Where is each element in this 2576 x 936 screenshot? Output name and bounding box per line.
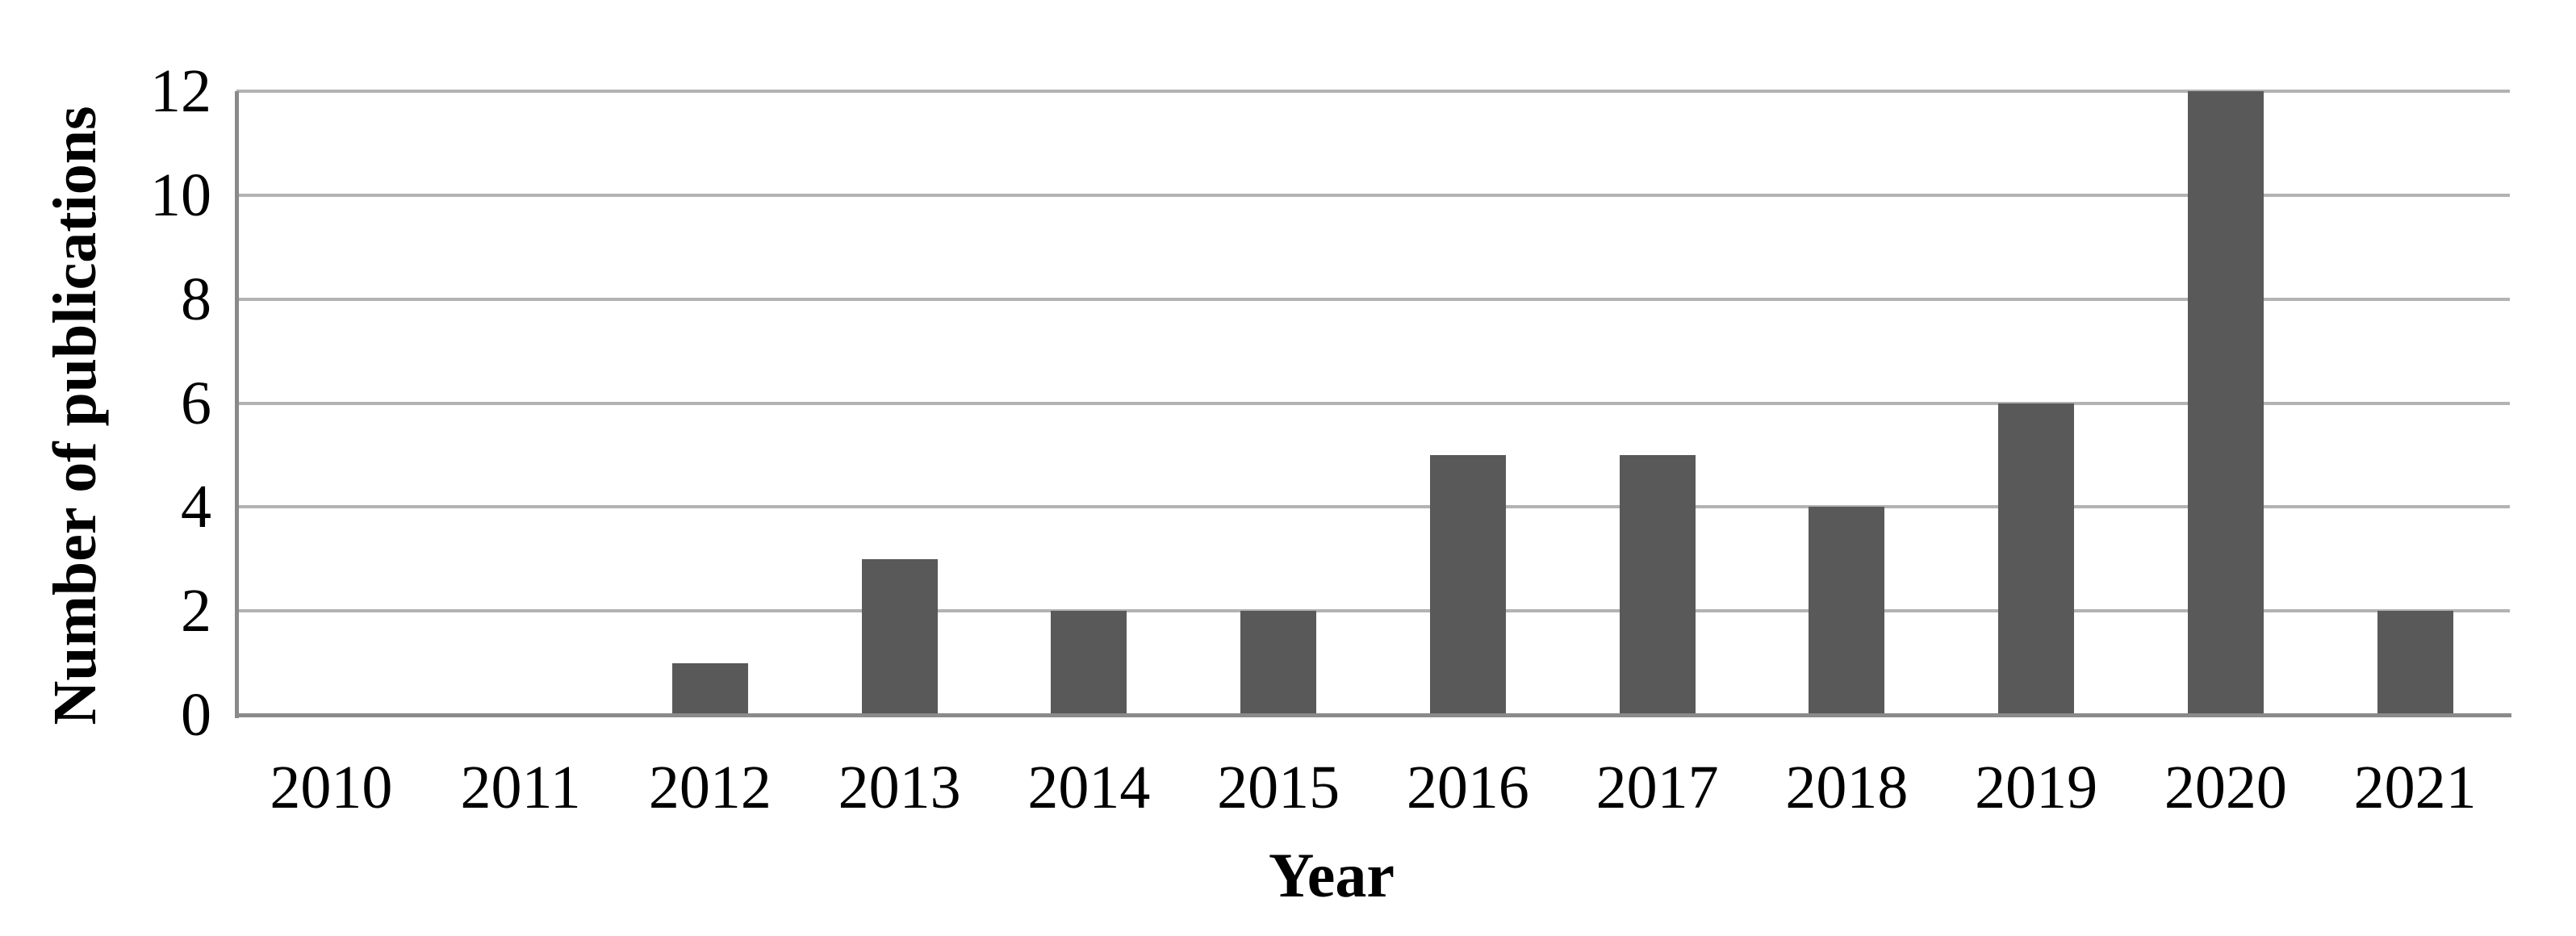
x-tick-label-2014: 2014 (1027, 754, 1151, 821)
y-tick-label-12: 12 (150, 57, 211, 125)
y-tick-label-0: 0 (181, 681, 211, 749)
bar-2018 (1809, 507, 1885, 715)
bar-2013 (861, 558, 938, 715)
x-tick-label-2016: 2016 (1406, 754, 1529, 821)
x-axis-line (235, 713, 2511, 717)
gridline-4 (236, 505, 2510, 509)
x-tick-label-2020: 2020 (2164, 754, 2287, 821)
gridline-10 (236, 193, 2510, 197)
x-tick-label-2019: 2019 (1975, 754, 2098, 821)
bar-2014 (1051, 611, 1127, 715)
y-tick-label-8: 8 (181, 265, 211, 333)
bar-2020 (2187, 91, 2264, 715)
gridline-6 (236, 401, 2510, 405)
gridline-12 (236, 90, 2510, 93)
y-tick-label-2: 2 (181, 577, 211, 646)
bar-2015 (1240, 611, 1317, 715)
x-tick-label-2021: 2021 (2353, 754, 2477, 821)
y-tick-label-4: 4 (181, 473, 211, 541)
bar-2012 (671, 662, 748, 715)
gridline-2 (236, 609, 2510, 613)
x-tick-label-2011: 2011 (460, 754, 581, 821)
y-tick-label-10: 10 (150, 161, 211, 229)
x-tick-label-2018: 2018 (1785, 754, 1909, 821)
x-tick-label-2017: 2017 (1595, 754, 1719, 821)
bar-2017 (1619, 454, 1696, 715)
x-tick-label-2010: 2010 (270, 754, 393, 821)
gridline-8 (236, 297, 2510, 301)
bar-2016 (1429, 454, 1506, 715)
x-tick-label-2012: 2012 (648, 754, 772, 821)
x-axis-title: Year (1269, 840, 1395, 910)
y-axis-title: Number of publications (41, 105, 109, 725)
y-tick-label-6: 6 (181, 369, 211, 437)
x-tick-label-2015: 2015 (1217, 754, 1340, 821)
bar-2019 (1998, 403, 2075, 715)
y-axis-line (235, 91, 239, 718)
x-tick-label-2013: 2013 (838, 754, 961, 821)
bar-2021 (2377, 611, 2453, 715)
